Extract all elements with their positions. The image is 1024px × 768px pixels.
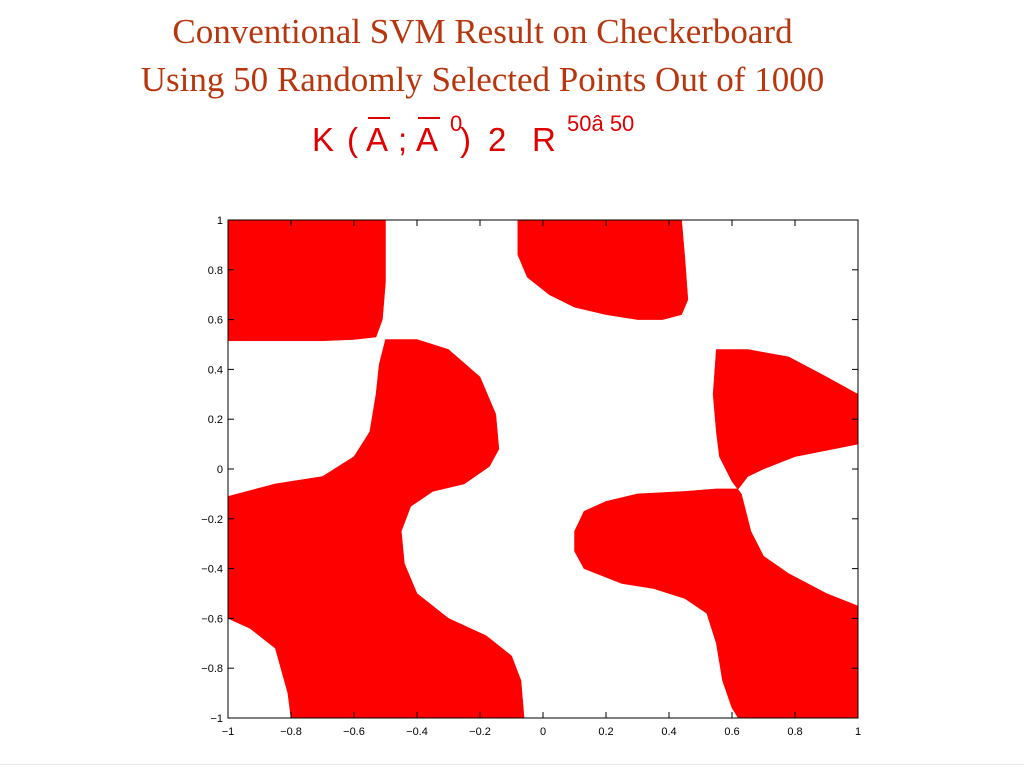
x-axis-ticks: −1 −0.8 −0.6 −0.4 −0.2 0 0.2 0.4 0.6 0.8 1: [222, 220, 861, 738]
x-tick-label: 0.2: [598, 726, 613, 738]
x-tick-label: −0.2: [469, 726, 491, 738]
y-tick-label: 0.8: [208, 265, 223, 277]
x-tick-label: 0: [540, 726, 546, 738]
formula-overbar-1: [368, 117, 390, 119]
x-tick-label: −0.8: [280, 726, 302, 738]
x-tick-label: −0.6: [343, 726, 365, 738]
formula-r: R: [532, 121, 556, 158]
slide-title-line-2: Using 50 Randomly Selected Points Out of…: [140, 60, 825, 99]
y-tick-label: 0.6: [208, 315, 223, 327]
formula-open-paren: (: [347, 121, 358, 158]
x-tick-label: 0.4: [661, 726, 676, 738]
slide-bottom-rule: [0, 764, 1024, 765]
formula-element-of: 2: [488, 121, 507, 158]
region-center-s: [228, 339, 525, 718]
decision-regions: [228, 220, 858, 718]
formula-close-paren: ): [460, 121, 471, 158]
y-tick-label: 0.4: [208, 364, 223, 376]
region-top-left: [228, 220, 386, 342]
formula-a-bar-1: A: [366, 121, 389, 158]
x-tick-label: 0.6: [724, 726, 739, 738]
x-tick-label: 0.8: [787, 726, 802, 738]
formula-overbar-2: [418, 117, 440, 119]
y-tick-label: −1: [210, 713, 223, 725]
formula-semicolon: ;: [398, 121, 408, 158]
region-top-center: [517, 220, 689, 320]
formula-k: K: [312, 121, 335, 158]
region-right-upper-s: [574, 349, 858, 718]
y-tick-label: 0: [217, 464, 223, 476]
formula-prime: 0: [450, 111, 463, 136]
x-tick-label: 1: [855, 726, 861, 738]
y-tick-label: −0.4: [201, 564, 223, 576]
x-tick-label: −0.4: [406, 726, 428, 738]
kernel-formula: K ( A ; A 0 ) 2 R 50â 50: [312, 112, 692, 168]
y-tick-label: 1: [217, 215, 223, 227]
y-axis-ticks: 1 0.8 0.6 0.4 0.2 0 −0.2 −0.4 −0.6 −0.8 −1: [201, 215, 858, 725]
y-tick-label: −0.2: [201, 514, 223, 526]
y-tick-label: 0.2: [208, 414, 223, 426]
formula-dimensions: 50â 50: [567, 111, 635, 136]
x-tick-label: −1: [222, 726, 235, 738]
y-tick-label: −0.6: [201, 613, 223, 625]
formula-a-bar-2: A: [416, 121, 439, 158]
slide-title-line-1: Conventional SVM Result on Checkerboard: [172, 12, 793, 51]
y-tick-label: −0.8: [201, 663, 223, 675]
